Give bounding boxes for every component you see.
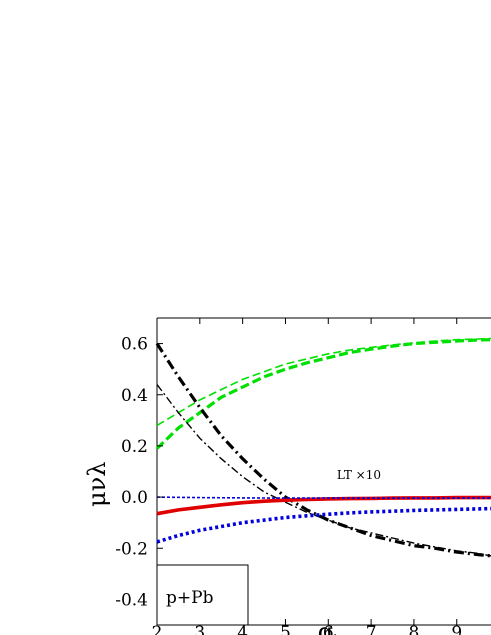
x-tick-label: 4: [237, 623, 248, 635]
legend-box-frame: [156, 564, 249, 626]
series-line-4: [156, 384, 491, 557]
series-line-2: [155, 338, 491, 450]
series-line-1: [156, 337, 491, 427]
y-tick-label: -0.2: [115, 539, 148, 559]
y-tick-label: 0.6: [121, 335, 148, 355]
x-tick-label: 5: [280, 623, 291, 635]
x-tick-label: 8: [409, 623, 420, 635]
legend-box: p+Pb: [156, 564, 249, 626]
x-axis-label-subscript: t: [333, 632, 339, 635]
x-tick-label: 6: [323, 623, 334, 635]
x-tick-label: 9: [451, 623, 462, 635]
series-line-6: [156, 496, 491, 499]
annotation-layer: LT ×10: [337, 468, 381, 482]
y-tick-label: 0.2: [121, 437, 148, 457]
series-line-3: [155, 342, 491, 558]
y-tick-label: -0.4: [115, 590, 148, 610]
y-tick-label: 0.4: [121, 386, 148, 406]
x-tick-label: 3: [194, 623, 205, 635]
ticks-layer: 0.6 0.4 0.2 0.0 -0.2 -0.4 2 3 4 5 6 7 8 9 μνλ qt: [83, 318, 462, 635]
series-line-7: [156, 506, 491, 544]
annotation-label: LT ×10: [337, 468, 381, 482]
y-tick-label: 0.0: [121, 488, 148, 508]
legend-box-label: p+Pb: [166, 588, 214, 608]
x-tick-label: 7: [366, 623, 377, 635]
series-line-5: [156, 495, 491, 516]
y-axis-label: μνλ: [83, 462, 111, 507]
x-tick-label: 2: [152, 623, 163, 635]
x-axis-label: qt: [318, 618, 339, 635]
series-layer: [155, 337, 491, 558]
